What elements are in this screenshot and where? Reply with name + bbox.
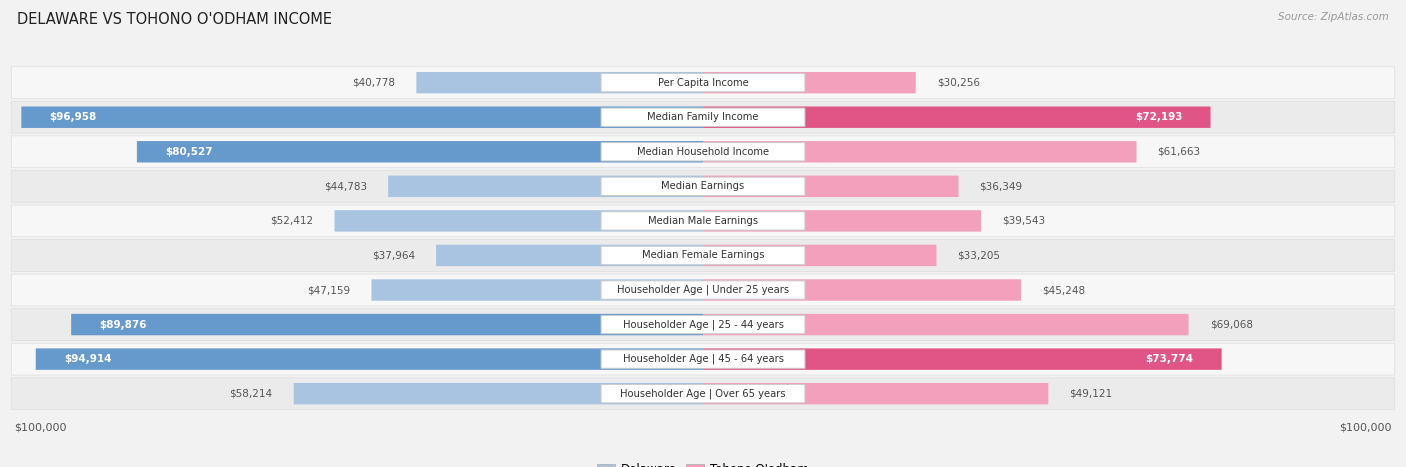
FancyBboxPatch shape: [72, 314, 703, 335]
FancyBboxPatch shape: [703, 106, 1211, 128]
FancyBboxPatch shape: [600, 108, 806, 127]
Text: $96,958: $96,958: [49, 112, 97, 122]
FancyBboxPatch shape: [600, 73, 806, 92]
Text: $73,774: $73,774: [1146, 354, 1194, 364]
FancyBboxPatch shape: [136, 141, 703, 163]
Text: $100,000: $100,000: [1340, 422, 1392, 432]
FancyBboxPatch shape: [11, 378, 1395, 410]
Text: Median Female Earnings: Median Female Earnings: [641, 250, 765, 261]
Text: $47,159: $47,159: [308, 285, 350, 295]
Text: $36,349: $36,349: [980, 181, 1022, 191]
Text: $80,527: $80,527: [165, 147, 212, 157]
FancyBboxPatch shape: [11, 274, 1395, 306]
FancyBboxPatch shape: [35, 348, 703, 370]
FancyBboxPatch shape: [600, 384, 806, 403]
Text: Median Male Earnings: Median Male Earnings: [648, 216, 758, 226]
Text: $39,543: $39,543: [1002, 216, 1045, 226]
FancyBboxPatch shape: [703, 245, 936, 266]
FancyBboxPatch shape: [600, 350, 806, 368]
FancyBboxPatch shape: [600, 142, 806, 161]
FancyBboxPatch shape: [703, 348, 1222, 370]
FancyBboxPatch shape: [703, 314, 1188, 335]
FancyBboxPatch shape: [703, 72, 915, 93]
FancyBboxPatch shape: [11, 205, 1395, 237]
Text: $40,778: $40,778: [353, 78, 395, 88]
FancyBboxPatch shape: [703, 176, 959, 197]
Text: DELAWARE VS TOHONO O'ODHAM INCOME: DELAWARE VS TOHONO O'ODHAM INCOME: [17, 12, 332, 27]
FancyBboxPatch shape: [335, 210, 703, 232]
FancyBboxPatch shape: [11, 240, 1395, 271]
FancyBboxPatch shape: [11, 170, 1395, 202]
Text: Per Capita Income: Per Capita Income: [658, 78, 748, 88]
Text: Householder Age | Under 25 years: Householder Age | Under 25 years: [617, 285, 789, 295]
FancyBboxPatch shape: [600, 212, 806, 230]
FancyBboxPatch shape: [11, 67, 1395, 99]
FancyBboxPatch shape: [416, 72, 703, 93]
Text: Median Household Income: Median Household Income: [637, 147, 769, 157]
FancyBboxPatch shape: [371, 279, 703, 301]
FancyBboxPatch shape: [436, 245, 703, 266]
FancyBboxPatch shape: [703, 141, 1136, 163]
FancyBboxPatch shape: [703, 210, 981, 232]
Text: $49,121: $49,121: [1070, 389, 1112, 399]
Text: $45,248: $45,248: [1042, 285, 1085, 295]
Text: Householder Age | 25 - 44 years: Householder Age | 25 - 44 years: [623, 319, 783, 330]
FancyBboxPatch shape: [703, 383, 1049, 404]
FancyBboxPatch shape: [703, 279, 1021, 301]
Text: $61,663: $61,663: [1157, 147, 1201, 157]
Text: Median Earnings: Median Earnings: [661, 181, 745, 191]
Text: $52,412: $52,412: [270, 216, 314, 226]
FancyBboxPatch shape: [600, 315, 806, 334]
Text: $30,256: $30,256: [936, 78, 980, 88]
FancyBboxPatch shape: [11, 343, 1395, 375]
FancyBboxPatch shape: [21, 106, 703, 128]
Text: $94,914: $94,914: [63, 354, 111, 364]
FancyBboxPatch shape: [11, 136, 1395, 168]
FancyBboxPatch shape: [600, 246, 806, 265]
FancyBboxPatch shape: [600, 281, 806, 299]
Legend: Delaware, Tohono O'odham: Delaware, Tohono O'odham: [593, 459, 813, 467]
Text: $100,000: $100,000: [14, 422, 66, 432]
FancyBboxPatch shape: [600, 177, 806, 196]
Text: $33,205: $33,205: [957, 250, 1001, 261]
FancyBboxPatch shape: [294, 383, 703, 404]
Text: Householder Age | Over 65 years: Householder Age | Over 65 years: [620, 389, 786, 399]
Text: $37,964: $37,964: [373, 250, 415, 261]
FancyBboxPatch shape: [388, 176, 703, 197]
FancyBboxPatch shape: [11, 309, 1395, 340]
Text: $69,068: $69,068: [1209, 319, 1253, 330]
Text: Median Family Income: Median Family Income: [647, 112, 759, 122]
Text: $58,214: $58,214: [229, 389, 273, 399]
Text: $89,876: $89,876: [100, 319, 146, 330]
Text: $44,783: $44,783: [323, 181, 367, 191]
Text: Householder Age | 45 - 64 years: Householder Age | 45 - 64 years: [623, 354, 783, 364]
Text: $72,193: $72,193: [1135, 112, 1182, 122]
FancyBboxPatch shape: [11, 101, 1395, 133]
Text: Source: ZipAtlas.com: Source: ZipAtlas.com: [1278, 12, 1389, 21]
